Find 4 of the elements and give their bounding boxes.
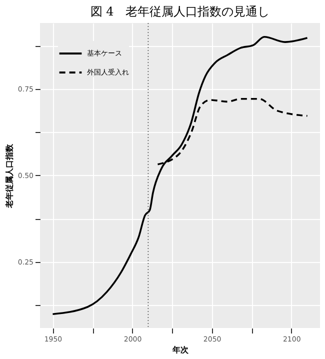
y-axis-title: 老年従属人口指数	[4, 143, 14, 209]
chart-title: 図 4 老年従属人口指数の見通し	[90, 4, 270, 19]
x-axis-title: 年次	[172, 346, 190, 354]
line-series	[52, 36, 308, 316]
